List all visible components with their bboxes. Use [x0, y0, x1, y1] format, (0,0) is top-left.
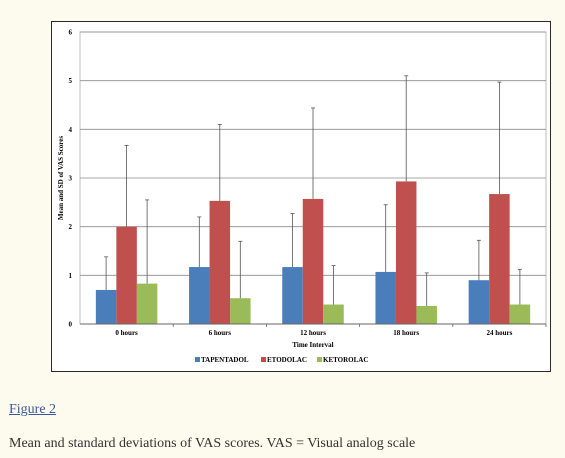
bar [302, 198, 324, 324]
x-axis-label: Time Interval [292, 341, 333, 349]
y-tick-label: 2 [69, 223, 73, 231]
bar [282, 267, 303, 324]
y-tick-label: 6 [69, 29, 73, 37]
legend-label: TAPENTADOL [201, 356, 249, 364]
error-bars [104, 75, 522, 306]
bar [489, 194, 510, 324]
y-tick-label: 4 [69, 126, 73, 134]
legend-swatch [195, 357, 200, 362]
bar-chart: 0 1 2 3 4 5 6 0 hours 6 hours 12 hours 18 hours 24 … [57, 29, 547, 364]
bar [189, 267, 210, 324]
figure-image: 0 1 2 3 4 5 6 0 hours 6 hours 12 hours 18 hours 24 … [51, 21, 551, 372]
bar [95, 289, 117, 324]
bar [323, 304, 344, 324]
legend-swatch [261, 357, 266, 362]
bar [116, 226, 137, 324]
legend-label: ETODOLAC [267, 356, 307, 364]
bar [416, 305, 437, 324]
bar [230, 298, 251, 324]
x-tick-label: 0 hours [115, 329, 138, 337]
figure-caption: Mean and standard deviations of VAS scor… [9, 436, 416, 451]
bar [509, 304, 531, 324]
legend: TAPENTADOL ETODOLAC KETOROLAC [195, 356, 368, 364]
bars [95, 181, 531, 324]
y-axis-label: Mean and SD of VAS Scores [57, 136, 65, 220]
y-tick-label: 1 [69, 272, 73, 280]
y-tick-label: 3 [69, 175, 73, 183]
gridlines [80, 31, 546, 276]
bar [209, 200, 231, 324]
bar [468, 280, 490, 324]
x-tick-label: 24 hours [486, 329, 512, 337]
bar [395, 181, 417, 324]
legend-label: KETOROLAC [323, 356, 368, 364]
x-tick-label: 12 hours [300, 329, 326, 337]
legend-swatch [317, 357, 322, 362]
x-tick-label: 18 hours [393, 329, 419, 337]
y-tick-label: 0 [69, 321, 73, 329]
figure-link[interactable]: Figure 2 [9, 402, 57, 417]
bar [136, 283, 158, 324]
y-tick-label: 5 [69, 77, 73, 85]
x-tick-label: 6 hours [209, 329, 232, 337]
bar [375, 271, 396, 324]
axes: 0 1 2 3 4 5 6 0 hours 6 hours 12 hours 18 hours 24 … [69, 29, 547, 337]
